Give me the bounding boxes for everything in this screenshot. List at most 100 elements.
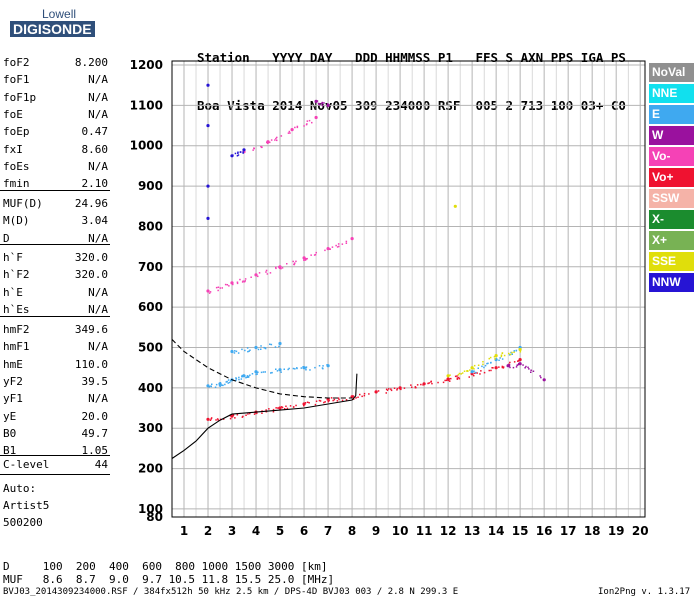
param-row: foEp 0.47 (3, 123, 108, 141)
x-tick-label: 2 (204, 524, 212, 538)
echo-point (250, 276, 252, 278)
param-value: N/A (88, 107, 108, 121)
y-tick-label: 1200 (130, 58, 163, 72)
param-value: 20.0 (81, 409, 109, 423)
auto-label: Auto: (3, 482, 37, 495)
echo-point (288, 367, 290, 370)
echo-point (227, 382, 229, 384)
echo-point (235, 379, 237, 382)
echo-point (501, 365, 504, 368)
echo-point (287, 132, 290, 134)
echo-point (542, 378, 546, 382)
echo-point (216, 418, 219, 420)
echo-point (276, 370, 279, 372)
echo-point (218, 385, 221, 387)
echo-point (285, 405, 287, 407)
echo-point (323, 102, 325, 104)
echo-point (219, 385, 222, 387)
echo-point (251, 373, 254, 375)
echo-point (206, 124, 210, 128)
echo-point (306, 120, 309, 122)
echo-point (270, 343, 273, 346)
echo-point (473, 364, 476, 367)
echo-point (363, 392, 366, 395)
echo-point (481, 365, 483, 368)
echo-point (501, 358, 504, 360)
echo-point (463, 370, 466, 372)
param-value: 320.0 (74, 251, 108, 264)
legend-item-vo-: Vo+ (649, 168, 694, 187)
param-row: hmF1 N/A (3, 338, 108, 356)
x-tick-label: 9 (372, 524, 380, 538)
echo-point (469, 369, 471, 371)
echo-point (262, 371, 265, 373)
echo-point (336, 400, 339, 402)
echo-point (518, 358, 522, 362)
echo-point (461, 372, 464, 374)
echo-point (390, 389, 393, 392)
param-value: 49.7 (81, 426, 109, 440)
echo-point (206, 184, 210, 188)
echo-point (303, 259, 305, 261)
echo-point (515, 366, 518, 368)
echo-point (489, 356, 492, 359)
echo-point (437, 381, 439, 384)
echo-point (255, 373, 257, 376)
x-tick-label: 20 (632, 524, 649, 538)
legend-item-nnw: NNW (649, 273, 694, 292)
echo-point (237, 151, 239, 153)
echo-point (239, 151, 242, 153)
legend-item-e: E (649, 105, 694, 124)
y-tick-label: 700 (138, 260, 163, 274)
echo-point (530, 371, 532, 373)
echo-point (487, 362, 489, 365)
echo-point (456, 378, 459, 380)
x-tick-label: 5 (276, 524, 284, 538)
param-value: 349.6 (74, 323, 108, 336)
echo-point (222, 384, 224, 387)
echo-point (494, 354, 498, 358)
x-tick-label: 19 (608, 524, 625, 538)
echo-point (532, 370, 535, 372)
param-name: foF1 (3, 73, 30, 87)
echo-point (264, 347, 267, 350)
echo-point (269, 343, 271, 345)
echo-point (294, 368, 296, 370)
echo-point (512, 366, 515, 369)
echo-point (420, 383, 422, 386)
echo-point (499, 357, 501, 359)
param-value: 3.04 (81, 214, 109, 228)
echo-point (241, 416, 244, 418)
echo-point (289, 132, 291, 134)
echo-point (444, 379, 446, 382)
echo-point (300, 367, 303, 369)
echo-point (509, 366, 511, 369)
echo-point (509, 361, 511, 364)
param-value: N/A (88, 73, 108, 87)
echo-point (265, 271, 267, 273)
echo-point (296, 367, 298, 370)
echo-point (238, 376, 240, 379)
param-name: B1 (3, 444, 17, 458)
x-tick-label: 4 (252, 524, 260, 538)
param-name: h`E (3, 285, 23, 299)
param-name: foF1p (3, 90, 37, 104)
echo-point (329, 248, 331, 250)
echo-point (274, 139, 276, 141)
echo-point (502, 366, 505, 368)
echo-point (332, 399, 334, 402)
param-row: B0 49.7 (3, 425, 108, 443)
echo-point (271, 371, 273, 374)
echo-point (446, 374, 450, 378)
param-name: fmin (3, 177, 30, 191)
param-value: N/A (88, 302, 108, 316)
echo-point (403, 387, 406, 389)
param-name: h`Es (3, 302, 30, 316)
echo-point (286, 263, 288, 265)
echo-point (305, 367, 307, 369)
param-row: hmE 110.0 (3, 356, 108, 374)
echo-point (270, 139, 273, 141)
echo-point (302, 366, 306, 370)
echo-point (456, 377, 459, 379)
y-tick-label: 900 (138, 179, 163, 193)
